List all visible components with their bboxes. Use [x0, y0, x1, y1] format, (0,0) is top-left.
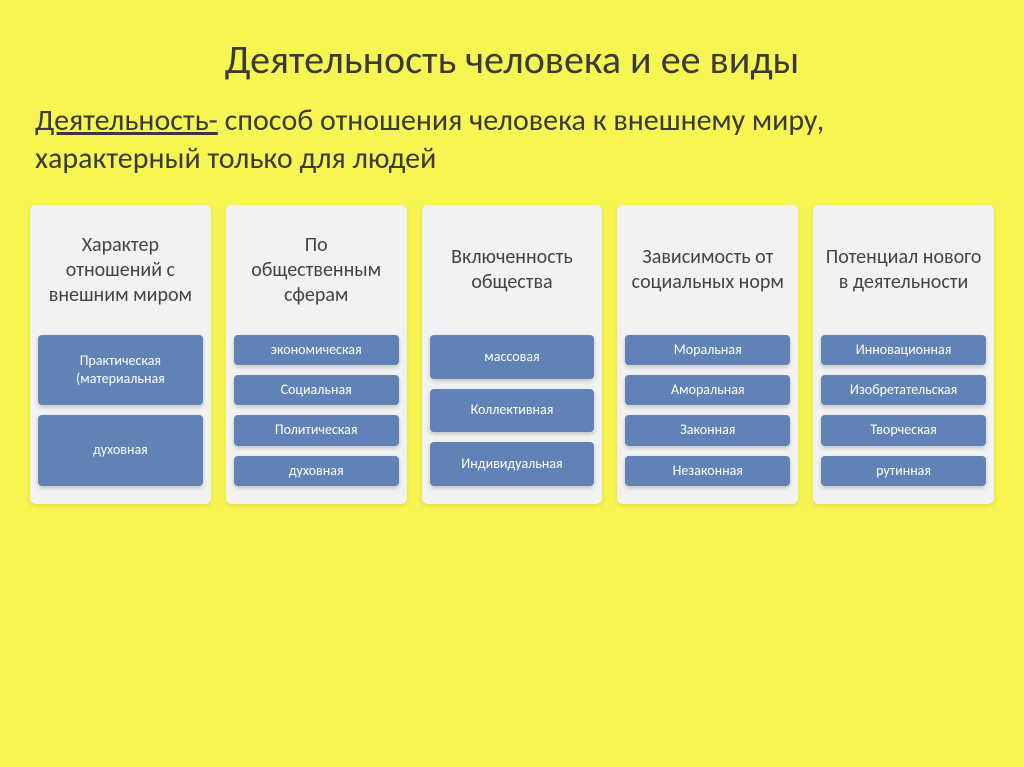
category-item: Изобретательская: [821, 375, 986, 405]
category-item: Индивидуальная: [430, 442, 595, 486]
columns-container: Характер отношений с внешним миромПракти…: [30, 205, 994, 504]
column-header: Зависимость от социальных норм: [625, 215, 790, 335]
category-item: массовая: [430, 335, 595, 379]
category-item: Инновационная: [821, 335, 986, 365]
category-item: духовная: [38, 415, 203, 485]
column-items: массовая Коллективная Индивидуальная: [430, 335, 595, 486]
column-items: Инновационная Изобретательская Творческая р…: [821, 335, 986, 486]
column-items: экономическая Социальная Политическая духов…: [234, 335, 399, 486]
column-3: Зависимость от социальных нормМоральная А…: [617, 205, 798, 504]
slide-title: Деятельность человека и ее виды: [30, 35, 994, 84]
column-1: По общественным сферамэкономическая Социа…: [226, 205, 407, 504]
column-header: Включенность общества: [430, 215, 595, 335]
category-item: Аморальная: [625, 375, 790, 405]
category-item: Законная: [625, 415, 790, 445]
definition-term: Деятельность-: [35, 102, 218, 139]
category-item: рутинная: [821, 456, 986, 486]
category-item: Незаконная: [625, 456, 790, 486]
column-2: Включенность обществамассовая Коллективна…: [422, 205, 603, 504]
column-header: Потенциал нового в деятельности: [821, 215, 986, 335]
category-item: Политическая: [234, 415, 399, 445]
category-item: Творческая: [821, 415, 986, 445]
column-items: Практическая (материальная духовная: [38, 335, 203, 486]
category-item: Практическая (материальная: [38, 335, 203, 405]
category-item: Моральная: [625, 335, 790, 365]
category-item: экономическая: [234, 335, 399, 365]
column-0: Характер отношений с внешним миромПракти…: [30, 205, 211, 504]
column-header: По общественным сферам: [234, 215, 399, 335]
column-4: Потенциал нового в деятельностиИнновацио…: [813, 205, 994, 504]
definition-text: Деятельность- способ отношения человека …: [30, 102, 994, 177]
category-item: духовная: [234, 456, 399, 486]
column-items: Моральная Аморальная Законная Незаконная: [625, 335, 790, 486]
category-item: Коллективная: [430, 389, 595, 433]
column-header: Характер отношений с внешним миром: [38, 215, 203, 335]
category-item: Социальная: [234, 375, 399, 405]
